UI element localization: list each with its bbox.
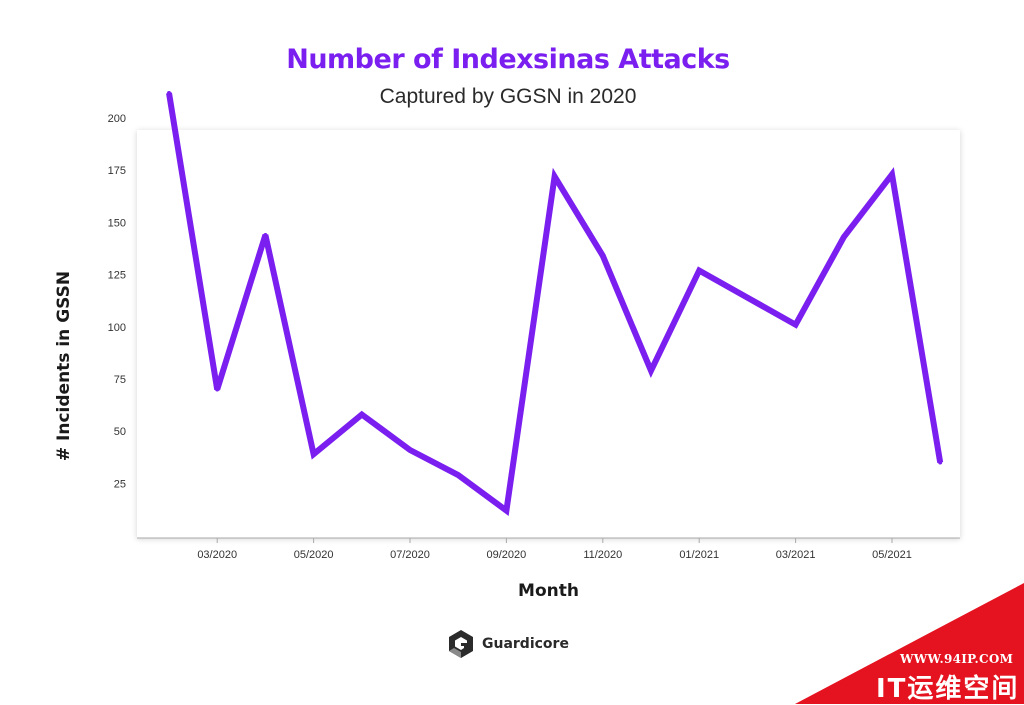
y-tick-label: 100 [108, 322, 126, 334]
data-point [504, 508, 509, 513]
watermark-url: WWW.94IP.COM [900, 652, 1014, 666]
chart-title: Number of Indexsinas Attacks [286, 44, 730, 75]
chart-subtitle: Captured by GGSN in 2020 [379, 85, 637, 108]
data-point [408, 448, 412, 453]
watermark-text: IT运维空间 [876, 674, 1020, 704]
x-tick-label: 09/2020 [487, 549, 527, 561]
y-tick-label: 125 [108, 270, 126, 282]
series-group [166, 91, 944, 516]
x-tick-label: 11/2020 [583, 549, 622, 561]
data-point [311, 452, 316, 457]
data-point [552, 174, 557, 179]
y-tick-label: 175 [108, 165, 126, 177]
data-point [600, 253, 605, 258]
y-tick-label: 200 [108, 113, 126, 125]
brand-name: Guardicore [482, 636, 569, 652]
y-tick-label: 25 [114, 478, 126, 490]
x-tick-label: 03/2020 [197, 549, 237, 561]
data-point [793, 322, 798, 327]
data-point [890, 172, 894, 177]
x-ticks: 03/2020 05/2020 07/2020 09/2020 11/2020 01/20… [197, 538, 912, 561]
data-point [938, 460, 943, 465]
y-tick-label: 150 [108, 217, 126, 229]
y-tick-label: 50 [114, 426, 126, 438]
data-point [745, 295, 750, 300]
plot-background [137, 130, 960, 538]
x-tick-label: 03/2021 [776, 549, 816, 561]
data-point [359, 412, 364, 417]
data-point [649, 368, 653, 373]
data-point [263, 232, 268, 237]
x-tick-label: 01/2021 [679, 549, 719, 561]
x-tick-label: 05/2020 [294, 549, 334, 561]
y-tick-label: 75 [114, 374, 126, 386]
y-ticks: 25 50 75 100 125 150 175 200 [108, 113, 126, 490]
y-axis-label: # Incidents in GSSN [54, 271, 74, 461]
guardicore-logo-icon [449, 630, 473, 658]
data-point [456, 473, 461, 478]
data-point [215, 387, 220, 392]
x-tick-label: 05/2021 [872, 549, 912, 561]
data-point [841, 235, 846, 240]
brand: Guardicore [448, 628, 569, 660]
x-axis-label: Month [518, 581, 579, 601]
data-point [697, 268, 702, 273]
x-tick-label: 07/2020 [390, 549, 430, 561]
data-point [167, 91, 171, 95]
